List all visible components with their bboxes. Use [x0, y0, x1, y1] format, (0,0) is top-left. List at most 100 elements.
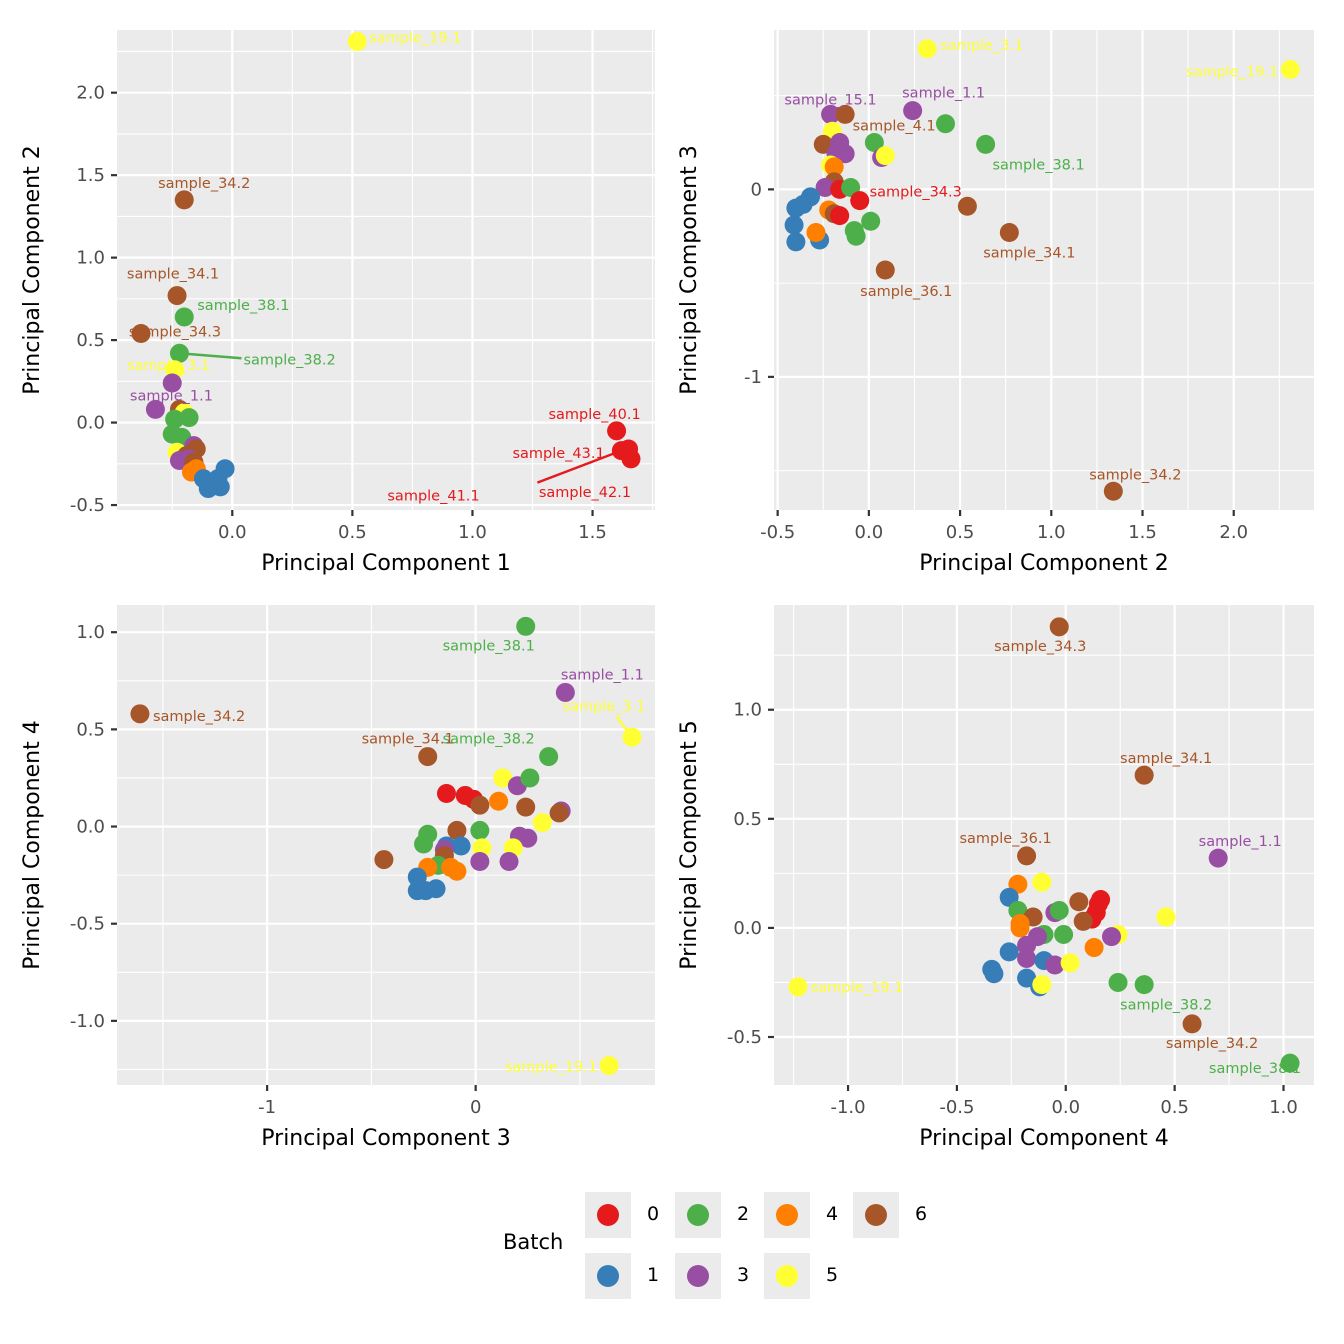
data-point-batch-2 — [1108, 972, 1128, 992]
y-tick-label: 1.0 — [76, 248, 105, 269]
data-point-batch-3 — [1017, 948, 1037, 968]
point-label: sample_19.1 — [369, 31, 461, 47]
point-label: sample_38.1 — [1209, 1061, 1301, 1077]
y-axis-title: Principal Component 2 — [20, 145, 45, 394]
legend-key-batch-4 — [764, 1192, 810, 1238]
data-point-batch-1 — [407, 867, 427, 887]
point-label: sample_34.1 — [362, 732, 454, 748]
y-tick-label: 0.5 — [733, 809, 762, 830]
data-point-batch-6 — [1069, 892, 1089, 912]
x-tick-label: -0.5 — [760, 522, 795, 543]
data-point-batch-2 — [539, 747, 559, 767]
legend-label: 0 — [647, 1203, 660, 1225]
x-tick-label: 0.0 — [855, 522, 884, 543]
y-tick-label: -1 — [744, 367, 762, 388]
data-point-batch-2 — [169, 343, 189, 363]
point-label: sample_3.1 — [940, 38, 1023, 54]
data-point-batch-2 — [1054, 924, 1074, 944]
panel-3: -1 0 -1.0 -0.5 0.0 0.5 1.0 Principal Component … — [20, 605, 655, 1151]
legend: Batch 0 1 2 3 4 5 6 — [500, 1192, 960, 1302]
plot-background — [774, 30, 1314, 510]
point-label: sample_34.2 — [1089, 467, 1181, 483]
data-point-batch-2 — [1280, 1053, 1300, 1073]
data-point-batch-1 — [208, 469, 228, 489]
data-point-batch-5 — [622, 727, 642, 747]
data-point-batch-2 — [935, 114, 955, 134]
y-tick-label: 0.0 — [76, 817, 105, 838]
data-point-batch-5 — [1032, 872, 1052, 892]
data-point-batch-2 — [1049, 900, 1069, 920]
point-label: sample_38.2 — [243, 352, 335, 368]
legend-dot-icon — [776, 1265, 798, 1287]
data-point-batch-6 — [957, 196, 977, 216]
data-point-batch-1 — [999, 942, 1019, 962]
panel-1: 0.0 0.5 1.0 1.5 -0.5 0.0 0.5 1.0 1.5 2.0 Principal… — [20, 30, 655, 576]
label-leader-line — [536, 449, 622, 484]
legend-dot-icon — [687, 1265, 709, 1287]
data-point-batch-2 — [864, 133, 884, 152]
data-point-batch-4 — [1010, 918, 1030, 938]
legend-key-batch-2 — [675, 1192, 721, 1238]
data-point-batch-6 — [1049, 617, 1069, 637]
legend-key-batch-6 — [853, 1192, 899, 1238]
data-point-batch-1 — [407, 881, 427, 901]
x-tick-label: 1.5 — [578, 522, 607, 543]
data-point-batch-0 — [607, 421, 627, 441]
point-label: sample_38.2 — [443, 732, 535, 748]
data-point-batch-4 — [806, 223, 826, 242]
data-point-batch-2 — [520, 768, 540, 788]
data-point-batch-3 — [1208, 848, 1228, 868]
data-point-batch-6 — [167, 286, 187, 306]
x-tick-label: 1.0 — [458, 522, 487, 543]
point-label: sample_36.1 — [959, 831, 1051, 847]
point-label: sample_38.1 — [197, 298, 289, 314]
point-label: sample_41.1 — [387, 489, 479, 505]
x-tick-label: 1.0 — [1269, 1097, 1298, 1118]
data-point-batch-3 — [1045, 955, 1065, 975]
x-tick-label: 2.0 — [1219, 522, 1248, 543]
legend-key-batch-5 — [764, 1253, 810, 1299]
point-label: sample_3.1 — [127, 358, 210, 374]
data-point-batch-3 — [555, 682, 575, 702]
point-label: sample_3.1 — [563, 699, 646, 715]
data-point-batch-5 — [532, 813, 552, 833]
point-label: sample_1.1 — [1199, 834, 1282, 850]
y-tick-label: 2.0 — [76, 83, 105, 104]
data-point-batch-6 — [1073, 911, 1093, 931]
point-label: sample_19.1 — [811, 980, 903, 996]
point-label: sample_34.1 — [983, 246, 1075, 262]
legend-label: 2 — [737, 1203, 750, 1225]
x-tick-label: -1 — [258, 1097, 276, 1118]
data-point-batch-2 — [846, 226, 866, 246]
legend-label: 1 — [647, 1264, 660, 1286]
x-tick-label: 1.5 — [1128, 522, 1157, 543]
data-point-batch-1 — [786, 232, 806, 252]
y-tick-label: 1.5 — [76, 165, 105, 186]
data-point-batch-3 — [145, 399, 165, 419]
x-axis-title: Principal Component 4 — [919, 1126, 1168, 1151]
y-axis-title: Principal Component 3 — [677, 145, 702, 394]
data-point-batch-1 — [784, 215, 804, 235]
legend-title: Batch — [503, 1230, 564, 1254]
point-label: sample_34.1 — [127, 267, 219, 283]
data-point-batch-2 — [470, 820, 490, 840]
y-tick-label: 0.0 — [733, 918, 762, 939]
data-point-batch-3 — [499, 852, 519, 872]
point-label: sample_4.1 — [853, 118, 936, 134]
legend-dot-icon — [865, 1204, 887, 1226]
x-tick-label: 0.0 — [1051, 1097, 1080, 1118]
marks — [788, 617, 1300, 1073]
data-point-batch-5 — [599, 1056, 619, 1076]
x-tick-label: 1.0 — [1037, 522, 1066, 543]
label-leader-line — [179, 352, 242, 360]
data-point-batch-2 — [1134, 975, 1154, 995]
point-label: sample_38.2 — [1120, 998, 1212, 1014]
data-point-batch-5 — [917, 39, 937, 59]
data-point-batch-6 — [418, 747, 438, 767]
data-point-batch-5 — [347, 32, 367, 52]
data-point-batch-6 — [835, 104, 855, 124]
data-point-batch-1 — [984, 964, 1004, 984]
y-axis-title: Principal Component 4 — [20, 720, 45, 969]
y-tick-label: 0.0 — [76, 413, 105, 434]
point-label: sample_40.1 — [548, 407, 640, 423]
